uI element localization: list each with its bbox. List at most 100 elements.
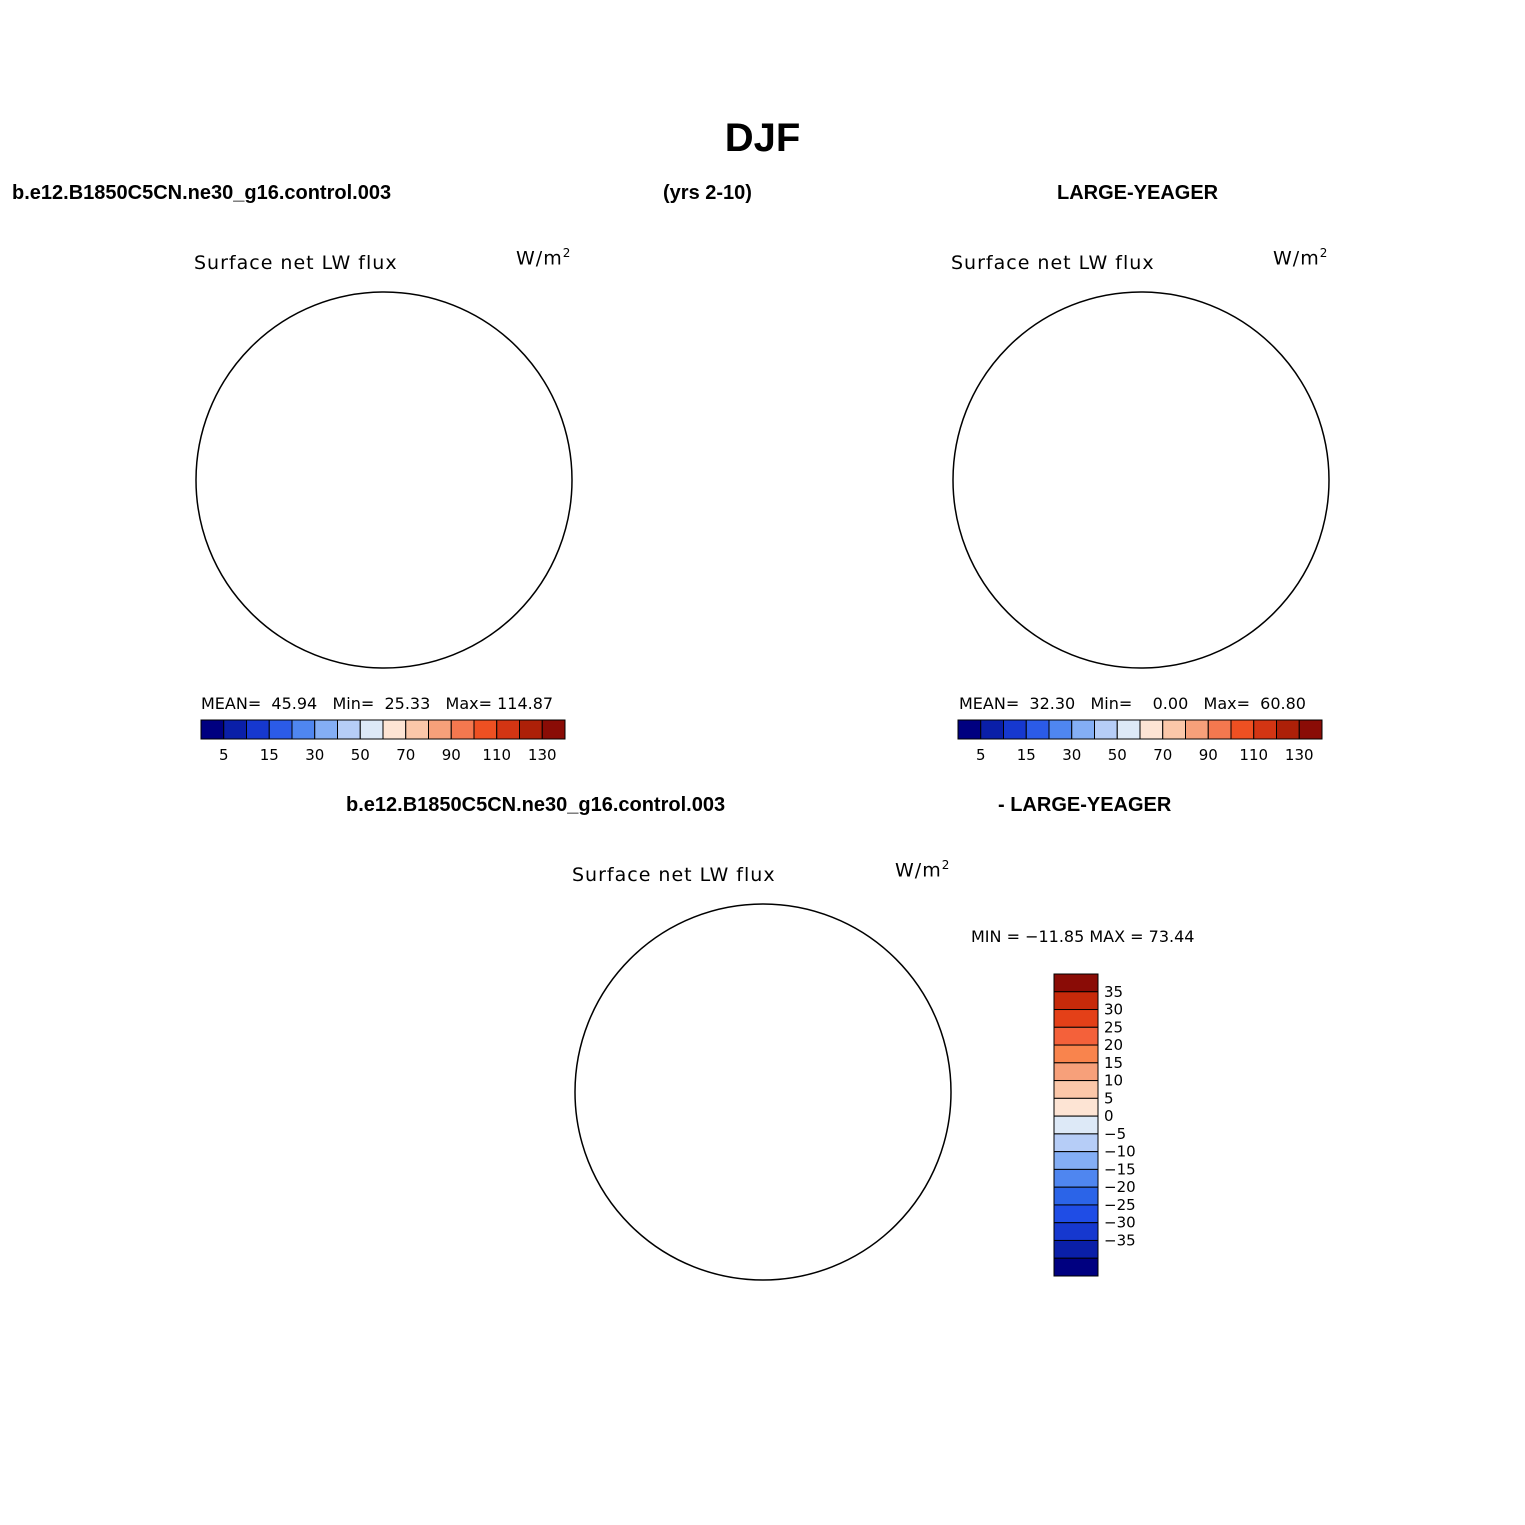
cbar2-swatch xyxy=(1094,719,1118,740)
case2-label: LARGE-YEAGER xyxy=(1057,182,1219,204)
cbar3-tick-label: 25 xyxy=(1104,1018,1123,1036)
cbar2-swatch xyxy=(1162,719,1186,740)
cbar2-swatch xyxy=(1207,719,1232,740)
cbar2-tick-label: 15 xyxy=(1017,746,1036,764)
cbar3-swatch xyxy=(1053,1097,1099,1117)
cbar3-swatch xyxy=(1053,1239,1099,1259)
cbar1-tick-label: 130 xyxy=(528,746,557,764)
cbar1-swatch xyxy=(359,719,384,740)
cbar3-tick-label: −30 xyxy=(1104,1214,1136,1232)
cbar3-swatch xyxy=(1053,1168,1099,1188)
cbar3-tick-label: −15 xyxy=(1104,1160,1136,1178)
p3-field-pale-blue xyxy=(575,904,951,1280)
cbar3-swatch xyxy=(1053,991,1099,1011)
cbar3-swatch xyxy=(1053,1115,1099,1135)
cbar2-tick-label: 130 xyxy=(1285,746,1314,764)
cbar3-swatch xyxy=(1053,1133,1099,1153)
cbar1-swatch xyxy=(405,719,429,740)
colorbar-panel-2: 5 15 30 50 70 90 110 130 xyxy=(957,719,1323,764)
cbar3-tick-label: 35 xyxy=(1104,983,1123,1001)
p1-antarctica-pale-area xyxy=(304,466,364,506)
cbar1-swatch xyxy=(223,719,247,740)
cbar3-swatch xyxy=(1053,1222,1099,1241)
cbar3-swatch xyxy=(1053,973,1099,993)
p3-negative-patch-south xyxy=(663,1238,863,1292)
cbar3-swatch xyxy=(1053,1009,1099,1028)
cbar1-tick-label: 110 xyxy=(482,746,511,764)
cbar3-swatch xyxy=(1053,1204,1099,1224)
cbar2-swatch xyxy=(1048,719,1073,740)
p1-ice-margin xyxy=(281,364,519,590)
p1-ocean-band-south xyxy=(254,585,474,654)
cbar3-swatch xyxy=(1053,1186,1099,1206)
cbar1-tick-label: 90 xyxy=(442,746,461,764)
p3-strong-positive-ring xyxy=(667,982,896,1201)
cbar3-tick-label: −35 xyxy=(1104,1231,1136,1249)
panel2-units: W/m2 xyxy=(1273,246,1329,270)
p2-boundary xyxy=(952,291,1330,669)
cbar2-swatch xyxy=(1298,719,1323,740)
cbar1-swatch xyxy=(519,719,543,740)
panel1-title: Surface net LW flux xyxy=(194,252,398,274)
cbar1-swatch xyxy=(291,719,316,740)
p3-peninsula xyxy=(653,1017,678,1077)
cbar1-swatch xyxy=(541,719,566,740)
p2-peninsula xyxy=(1031,405,1056,465)
cbar3-tick-label: 5 xyxy=(1104,1089,1114,1107)
cbar1-swatch xyxy=(473,719,498,740)
p1-ocean-field xyxy=(196,292,572,668)
cbar3-tick-label: −20 xyxy=(1104,1178,1136,1196)
cbar1-swatch xyxy=(268,719,293,740)
p1-boundary xyxy=(195,291,573,669)
cbar3-tick-label: 10 xyxy=(1104,1072,1123,1090)
cbar3-tick-label: −25 xyxy=(1104,1196,1136,1214)
cbar3-swatch xyxy=(1053,1080,1099,1099)
cbar2-tick-label: 110 xyxy=(1239,746,1268,764)
cbar3-swatch xyxy=(1053,1151,1099,1170)
p2-deep-blue-weddell xyxy=(1031,393,1096,432)
p3-positive-ring xyxy=(655,973,907,1211)
p3-boundary xyxy=(574,903,952,1281)
cbar1-swatch xyxy=(450,719,475,740)
cbar1-tick-label: 5 xyxy=(219,746,229,764)
panel3-stats: MIN = −11.85 MAX = 73.44 xyxy=(971,927,1195,946)
cbar2-swatch xyxy=(1230,719,1255,740)
cbar2-tick-label: 70 xyxy=(1153,746,1172,764)
cbar3-swatch xyxy=(1053,1257,1099,1277)
figure-title: DJF xyxy=(724,116,801,160)
cbar1-swatch xyxy=(428,719,452,740)
p2-ocean-ring xyxy=(1028,354,1292,606)
panel3-title: Surface net LW flux xyxy=(572,864,776,886)
p2-antarctica-mask xyxy=(1051,377,1267,577)
p1-ocean-patch-east xyxy=(534,428,565,492)
colorbar-panel-1: 5 15 30 50 70 90 110 130 xyxy=(200,719,566,764)
p3-coastline xyxy=(673,989,889,1189)
cbar2-tick-label: 5 xyxy=(976,746,986,764)
cbar3-tick-label: −10 xyxy=(1104,1143,1136,1161)
cbar2-swatch xyxy=(1139,719,1164,740)
panel1-stats: MEAN= 45.94 Min= 25.33 Max= 114.87 xyxy=(201,694,554,713)
p3-positive-band-north xyxy=(603,892,903,982)
diff-case-left-label: b.e12.B1850C5CN.ne30_g16.control.003 xyxy=(346,794,726,816)
cbar1-tick-label: 70 xyxy=(396,746,415,764)
cbar2-tick-label: 90 xyxy=(1199,746,1218,764)
p3-max-positive-weddell xyxy=(645,1005,723,1040)
cbar3-swatch xyxy=(1053,1044,1099,1064)
cbar1-tick-label: 30 xyxy=(305,746,324,764)
p1-peninsula xyxy=(274,405,299,465)
cbar2-swatch xyxy=(1253,719,1277,740)
cbar2-swatch xyxy=(1276,719,1300,740)
cbar3-tick-label: 30 xyxy=(1104,1001,1123,1019)
cbar2-swatch xyxy=(1003,719,1027,740)
p2-coastline xyxy=(1051,377,1267,577)
cbar1-tick-label: 15 xyxy=(260,746,279,764)
cbar2-swatch xyxy=(1071,719,1095,740)
p1-ocean-band-north xyxy=(234,280,534,330)
p2-ocean-field xyxy=(953,292,1329,668)
panel3-units: W/m2 xyxy=(895,858,951,882)
case1-label: b.e12.B1850C5CN.ne30_g16.control.003 xyxy=(12,182,392,204)
diff-case-right-label: - LARGE-YEAGER xyxy=(998,794,1172,816)
cbar3-tick-label: 20 xyxy=(1104,1036,1123,1054)
cbar3-tick-label: 0 xyxy=(1104,1107,1114,1125)
cbar2-swatch xyxy=(1116,719,1141,740)
